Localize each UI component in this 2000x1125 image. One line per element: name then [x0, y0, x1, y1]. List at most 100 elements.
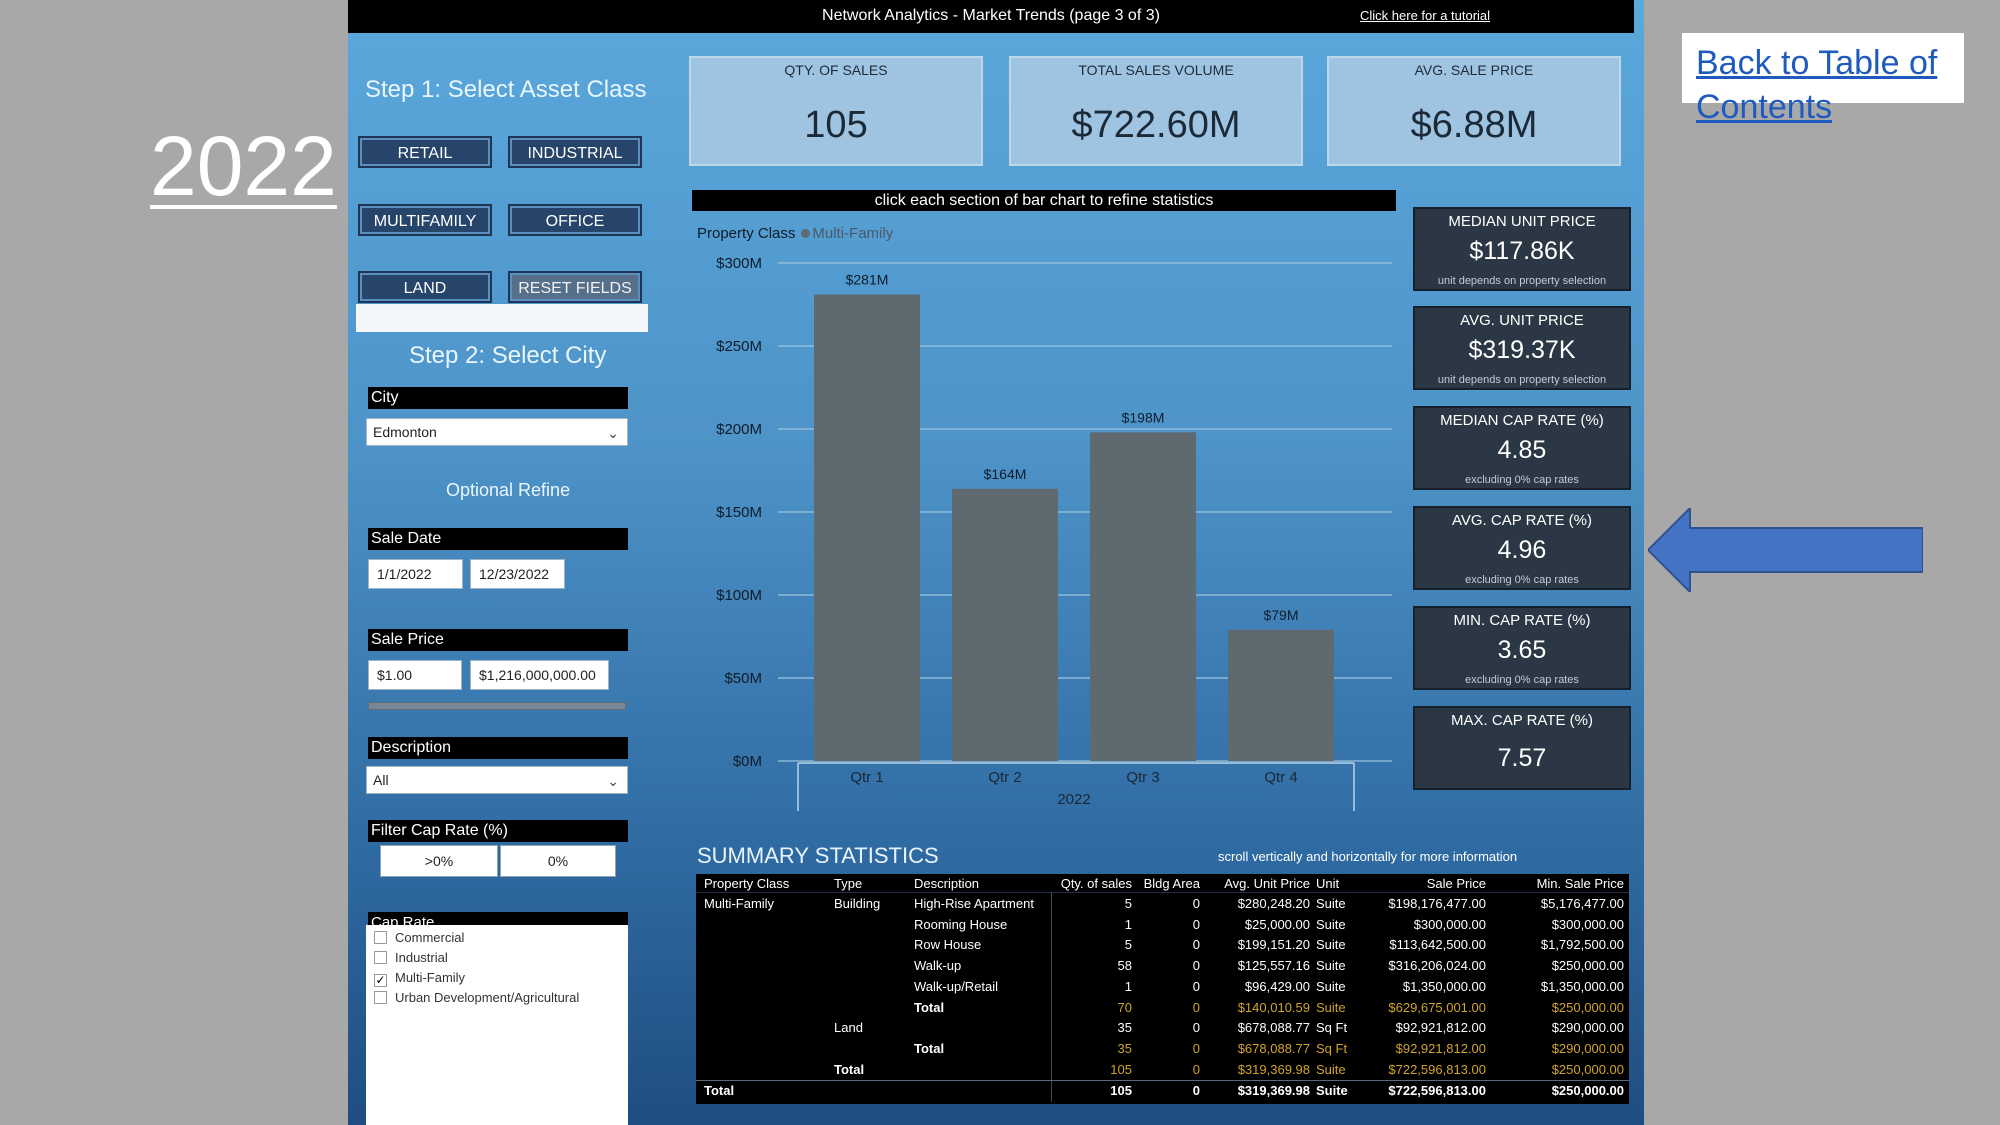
description-dropdown[interactable]: All ⌄ — [366, 766, 628, 794]
bar[interactable] — [814, 294, 920, 761]
cell-min-sale-price: $290,000.00 — [1551, 1020, 1624, 1036]
cap-filter-positive-button[interactable]: >0% — [380, 845, 498, 877]
y-tick-label: $300M — [716, 255, 762, 272]
cell-sale-price: $316,206,024.00 — [1388, 958, 1486, 974]
cell-property-class — [704, 1019, 824, 1037]
table-row[interactable]: Total 105 0 $319,369.98 Suite $722,596,813.00… — [696, 1080, 1629, 1100]
cell-min-sale-price: $250,000.00 — [1551, 1061, 1624, 1077]
summary-table[interactable]: Property Class Type Description Qty. of sal… — [696, 874, 1629, 1104]
cell-property-class — [704, 1061, 824, 1079]
checkbox-industrial[interactable]: Industrial — [374, 950, 448, 966]
city-dropdown[interactable]: Edmonton ⌄ — [366, 418, 628, 446]
cell-qty: 35 — [1117, 1020, 1132, 1036]
cell-min-sale-price: $1,792,500.00 — [1540, 937, 1624, 953]
cell-qty: 70 — [1117, 999, 1132, 1015]
checkbox-commercial[interactable]: Commercial — [374, 930, 464, 946]
table-row[interactable]: Land 35 0 $678,088.77 Sq Ft $92,921,812.00 $29… — [696, 1018, 1629, 1038]
table-row[interactable]: Total 105 0 $319,369.98 Suite $722,596,813.00… — [696, 1060, 1629, 1080]
cell-bldg-area: 0 — [1192, 958, 1200, 974]
stat-max-cap-rate: MAX. CAP RATE (%) 7.57 — [1413, 706, 1631, 790]
header-avg-unit-price[interactable]: Avg. Unit Price — [1224, 876, 1310, 891]
cell-sale-price: $300,000.00 — [1413, 916, 1486, 932]
bar[interactable] — [1228, 629, 1334, 761]
office-button[interactable]: OFFICE — [508, 204, 642, 236]
reset-fields-button[interactable]: RESET FIELDS — [508, 271, 642, 303]
summary-title: SUMMARY STATISTICS — [697, 843, 939, 868]
land-button[interactable]: LAND — [358, 271, 492, 303]
stat-value: 4.85 — [1497, 436, 1547, 464]
cell-unit: Suite — [1316, 958, 1346, 974]
column-separator — [1051, 892, 1052, 1102]
dashboard: Network Analytics - Market Trends (page … — [348, 0, 1644, 1125]
checkbox-multi-family[interactable]: ✓ Multi-Family — [374, 970, 466, 987]
checkbox-urban-development[interactable]: Urban Development/Agricultural — [374, 990, 579, 1006]
stat-note: excluding 0% cap rates — [1465, 674, 1579, 686]
sale-date-to-input[interactable]: 12/23/2022 — [470, 559, 565, 589]
cell-unit: Suite — [1316, 896, 1346, 911]
year-title: 2022 — [150, 119, 337, 213]
cell-qty: 105 — [1110, 1061, 1132, 1077]
bar[interactable] — [952, 488, 1058, 761]
cell-sale-price: $113,642,500.00 — [1389, 937, 1486, 953]
cell-avg-unit-price: $678,088.77 — [1237, 1020, 1310, 1036]
header-type[interactable]: Type — [834, 876, 863, 891]
sale-price-slider[interactable] — [368, 702, 626, 710]
sale-date-from-input[interactable]: 1/1/2022 — [368, 559, 463, 589]
kpi-total-sales-volume: TOTAL SALES VOLUME $722.60M — [1009, 56, 1303, 166]
table-row[interactable]: Walk-up/Retail 1 0 $96,429.00 Suite $1,350,00… — [696, 977, 1629, 997]
stat-note: unit depends on property selection — [1437, 275, 1607, 287]
stat-value: 4.96 — [1497, 536, 1547, 564]
table-row[interactable]: Rooming House 1 0 $25,000.00 Suite $300,000.0… — [696, 915, 1629, 935]
header-qty[interactable]: Qty. of sales — [1060, 876, 1132, 891]
cap-filter-zero-button[interactable]: 0% — [500, 845, 616, 877]
cell-qty: 105 — [1110, 1083, 1132, 1099]
sale-price-max-input[interactable]: $1,216,000,000.00 — [470, 660, 609, 690]
stat-avg-unit-price: AVG. UNIT PRICE $319.37K unit depends on… — [1413, 306, 1631, 390]
header-description[interactable]: Description — [914, 876, 980, 891]
sale-date-label: Sale Date — [368, 528, 628, 550]
cell-type — [834, 1082, 914, 1100]
stat-label: AVG. CAP RATE (%) — [1451, 512, 1593, 529]
bar-data-label: $281M — [846, 272, 889, 288]
stat-value: $319.37K — [1468, 336, 1576, 364]
cell-type — [834, 978, 914, 996]
x-tick-label: Qtr 4 — [1264, 769, 1297, 786]
table-row[interactable]: Walk-up 58 0 $125,557.16 Suite $316,206,024.0… — [696, 956, 1629, 976]
cell-min-sale-price: $5,176,477.00 — [1540, 896, 1624, 911]
cell-sale-price: $198,176,477.00 — [1388, 896, 1486, 911]
stat-note: unit depends on property selection — [1437, 374, 1607, 386]
cell-avg-unit-price: $199,151.20 — [1237, 937, 1310, 953]
header-min-sale-price[interactable]: Min. Sale Price — [1536, 876, 1624, 891]
table-row[interactable]: Total 70 0 $140,010.59 Suite $629,675,001.00 $… — [696, 998, 1629, 1018]
header-property-class[interactable]: Property Class — [704, 876, 790, 891]
table-row[interactable]: Row House 5 0 $199,151.20 Suite $113,642,500.… — [696, 935, 1629, 955]
city-label: City — [368, 387, 628, 409]
sale-price-min-input[interactable]: $1.00 — [368, 660, 462, 690]
cell-qty: 5 — [1124, 896, 1132, 911]
cell-qty: 5 — [1124, 937, 1132, 953]
table-row[interactable]: Total 35 0 $678,088.77 Sq Ft $92,921,812.00 $2… — [696, 1039, 1629, 1059]
multifamily-button[interactable]: MULTIFAMILY — [358, 204, 492, 236]
left-arrow-icon — [1648, 508, 1923, 592]
cell-description: Walk-up — [914, 958, 962, 974]
cell-qty: 1 — [1124, 916, 1132, 932]
cell-bldg-area: 0 — [1192, 1040, 1200, 1056]
header-unit[interactable]: Unit — [1316, 876, 1340, 891]
back-to-toc-link[interactable]: Back to Table of Contents — [1696, 44, 1938, 126]
stat-median-unit-price: MEDIAN UNIT PRICE $117.86K unit depends … — [1413, 207, 1631, 291]
tutorial-link[interactable]: Click here for a tutorial — [1360, 8, 1491, 23]
retail-button[interactable]: RETAIL — [358, 136, 492, 168]
cell-sale-price: $92,921,812.00 — [1395, 1040, 1486, 1056]
cell-avg-unit-price: $25,000.00 — [1244, 916, 1310, 932]
industrial-button[interactable]: INDUSTRIAL — [508, 136, 642, 168]
header-sale-price[interactable]: Sale Price — [1426, 876, 1486, 891]
cell-avg-unit-price: $319,369.98 — [1237, 1083, 1310, 1099]
cell-property-class — [704, 978, 824, 996]
cell-sale-price: $722,596,813.00 — [1388, 1061, 1486, 1077]
table-row[interactable]: Multi-Family Building High-Rise Apartment 5… — [696, 894, 1629, 914]
header-bldg-area[interactable]: Bldg Area — [1143, 876, 1200, 891]
cell-qty: 35 — [1117, 1040, 1132, 1056]
cell-description: Total — [914, 999, 945, 1015]
bar[interactable] — [1090, 432, 1196, 761]
stat-median-cap-rate: MEDIAN CAP RATE (%) 4.85 excluding 0% ca… — [1413, 406, 1631, 490]
